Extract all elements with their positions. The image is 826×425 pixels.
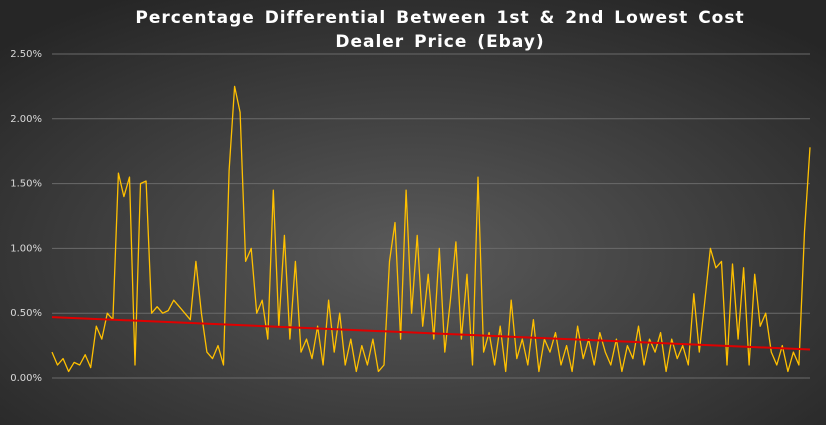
- y-tick-label: 2.50%: [10, 49, 42, 60]
- y-tick-label: 0.00%: [10, 373, 42, 384]
- trendline: [51, 316, 811, 351]
- chart-title: Percentage Differential Between 1st & 2n…: [135, 8, 745, 52]
- title-box: Percentage Differential Between 1st & 2n…: [135, 8, 745, 52]
- data-line: [51, 85, 811, 373]
- y-tick-label: 0.50%: [10, 308, 42, 319]
- y-tick-label: 1.50%: [10, 179, 42, 190]
- y-tick-label: 2.00%: [10, 114, 42, 125]
- y-tick-label: 1.00%: [10, 243, 42, 254]
